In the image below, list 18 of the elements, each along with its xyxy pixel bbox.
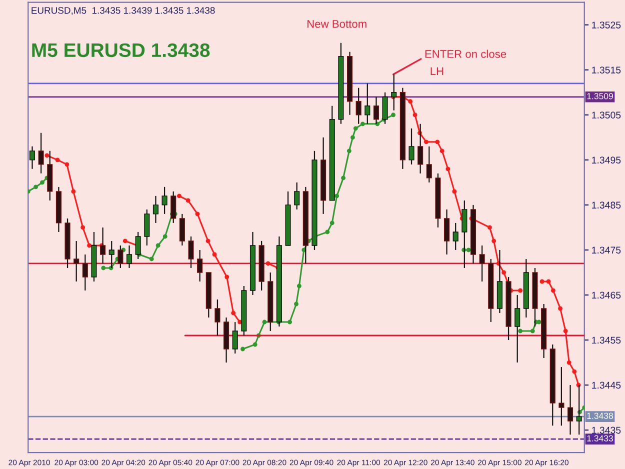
y-tick-label: 1.3465 <box>592 292 621 299</box>
y-tick-label: 1.3445 <box>592 382 621 389</box>
annotation: ENTER on close <box>425 50 506 58</box>
y-tick-label: 1.3495 <box>592 156 621 164</box>
y-tick-label: 1.3525 <box>592 22 621 28</box>
ref-line-label: 1.3509 <box>587 93 613 100</box>
y-tick-label: 1.3475 <box>592 246 621 254</box>
y-tick-label: 1.3515 <box>592 66 621 74</box>
y-tick-label: 1.3485 <box>592 202 621 209</box>
ref-line-label: 1.3438 <box>587 412 613 419</box>
chart-subtitle: EURUSD,M5 1.3435 1.3439 1.3435 1.3438 <box>32 7 215 15</box>
y-tick-label: 1.3455 <box>592 336 621 344</box>
y-tick-label: 1.3435 <box>592 426 621 434</box>
annotation: LH <box>430 67 444 76</box>
annotation: New Bottom <box>308 20 366 28</box>
text: M5 EURUSD 1.3438 <box>32 43 210 58</box>
y-tick-label: 1.3505 <box>592 112 621 119</box>
ref-line-label: 1.3433 <box>587 435 613 442</box>
